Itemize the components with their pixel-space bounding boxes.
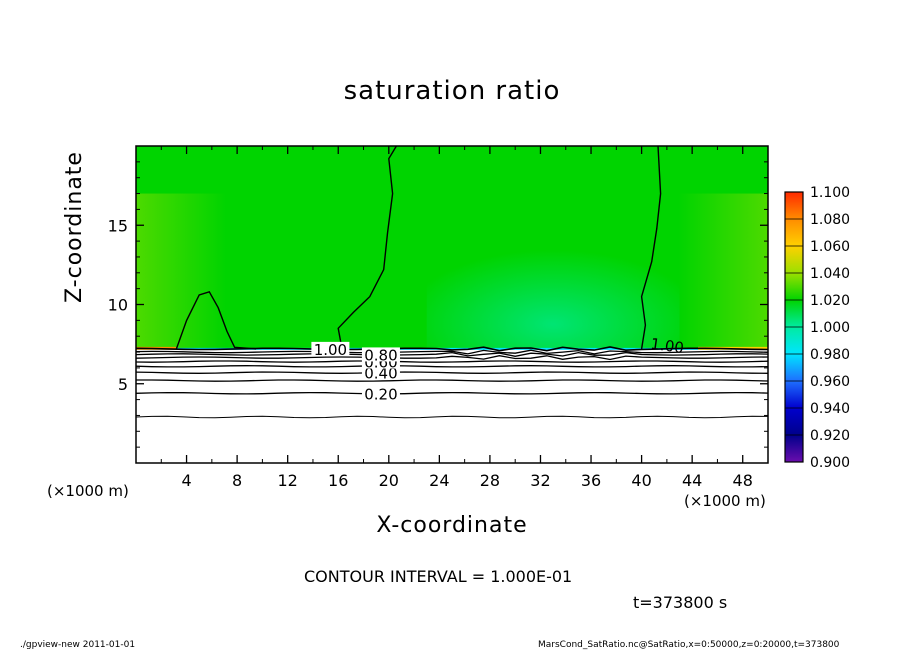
colorbar-label: 1.040 [810,266,850,282]
contour-label-bg [361,347,400,362]
colorbar-label: 1.060 [810,239,850,255]
x-unit-right: (×1000 m) [684,492,766,510]
contour-label-right: 1.00 [650,335,686,357]
colorbar-label: 0.960 [810,374,850,390]
colorbar-label: 1.000 [810,320,850,336]
contour-line [135,351,769,357]
colorbar-segment [785,435,803,462]
contour-line [135,365,769,368]
contour-1-00-branch [337,145,398,350]
colorbar-segment [785,354,803,381]
colorbar-segment [785,273,803,300]
field-lower [136,349,768,463]
colorbar-segment [785,408,803,435]
colorbar-label: 1.080 [810,212,850,228]
colorbar-label: 0.920 [810,428,850,444]
heatmap-field [136,146,768,463]
colorbar: 0.900 0.920 0.940 0.960 0.980 1.000 1.020 1.040… [784,185,850,471]
contour-line [136,379,769,382]
contour-line [135,360,769,363]
contour-line-low [135,415,769,419]
x-tick-label: 44 [682,471,702,490]
contour-label: 0.80 [364,346,397,364]
x-tick-label: 24 [429,471,449,490]
contour-interval-text: CONTOUR INTERVAL = 1.000E-01 [304,567,573,586]
colorbar-segment [785,219,803,246]
field-glow-left [136,193,226,349]
x-tick-label: 20 [379,471,399,490]
x-tick-label: 32 [530,471,550,490]
footer-left: ./gpview-new 2011-01-01 [20,640,136,650]
colorbar-segment [785,300,803,327]
colorbar-segment [785,192,803,219]
contour-label: 0.40 [364,365,397,383]
colorbar-label: 0.900 [810,455,850,471]
contour-label-bg [311,341,350,356]
x-tick-label: 36 [581,471,601,490]
contour-1-00-branch [175,290,257,350]
y-tick-label: 5 [118,375,128,394]
chart-title: saturation ratio [343,76,561,106]
colorbar-segment [785,381,803,408]
contour-line [135,346,769,352]
contour-label-bg [361,365,400,380]
contour-label: 1.00 [314,341,347,359]
footer-right: MarsCond_SatRatio.nc@SatRatio,x=0:50000,… [538,640,840,650]
contour-line [135,355,769,361]
contour-lines: 0.200.400.600.801.00 1.00 [135,145,769,419]
x-tick-label: 28 [480,471,500,490]
y-tick-label: 15 [108,216,128,235]
colorbar-label: 1.100 [810,185,850,201]
contour-label-bg [361,386,400,401]
contour-1-00-branch [640,145,662,350]
colorbar-segment [785,327,803,354]
colorbar-label: 1.020 [810,293,850,309]
x-axis-label: X-coordinate [376,513,528,538]
x-tick-label: 16 [328,471,348,490]
field-glow-right [678,193,768,349]
x-tick-label: 4 [181,471,191,490]
x-unit-left: (×1000 m) [47,482,129,500]
contour-line [135,349,769,355]
x-tick-label: 12 [278,471,298,490]
colorbar-segment [785,246,803,273]
x-tick-label: 48 [733,471,753,490]
contour-line [135,371,769,374]
x-tick-label: 8 [232,471,242,490]
colorbar-label: 0.980 [810,347,850,363]
colorbar-label: 0.940 [810,401,850,417]
contour-line [135,391,769,395]
y-tick-label: 10 [108,296,128,315]
x-tick-label: 40 [631,471,651,490]
time-text: t=373800 s [633,593,728,612]
contour-label: 0.20 [364,385,397,403]
field-center-patch [426,225,680,349]
